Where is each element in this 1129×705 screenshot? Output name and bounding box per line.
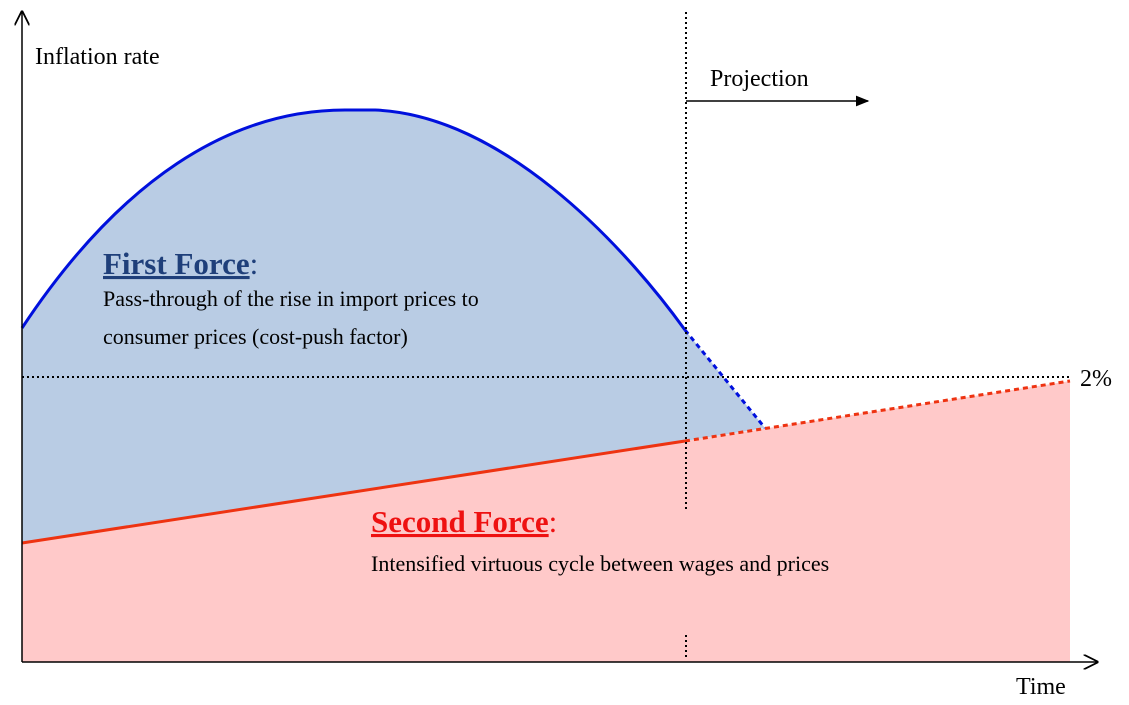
second-force-line — [21, 439, 686, 545]
y-axis-label: Inflation rate — [35, 44, 160, 70]
second-force-colon: : — [549, 504, 558, 539]
first-force-colon: : — [250, 246, 259, 281]
x-axis-label: Time — [1016, 674, 1066, 700]
second-force-area — [22, 381, 1070, 662]
projection-label: Projection — [710, 66, 809, 92]
second-force-text: Intensified virtuous cycle between wages… — [371, 551, 829, 576]
first-force-heading: First Force: — [103, 246, 258, 281]
first-force-projection — [683, 329, 767, 429]
second-force-title: Second Force — [371, 504, 549, 539]
first-force-text: consumer prices (cost-push factor) — [103, 324, 408, 349]
second-force-heading: Second Force: — [371, 504, 557, 539]
second-force-projection — [684, 379, 1071, 443]
target-label: 2% — [1080, 366, 1112, 392]
first-force-text: Pass-through of the rise in import price… — [103, 286, 479, 311]
first-force-area — [22, 110, 765, 543]
first-force-title: First Force — [103, 246, 250, 281]
first-force-curve — [20, 108, 687, 331]
